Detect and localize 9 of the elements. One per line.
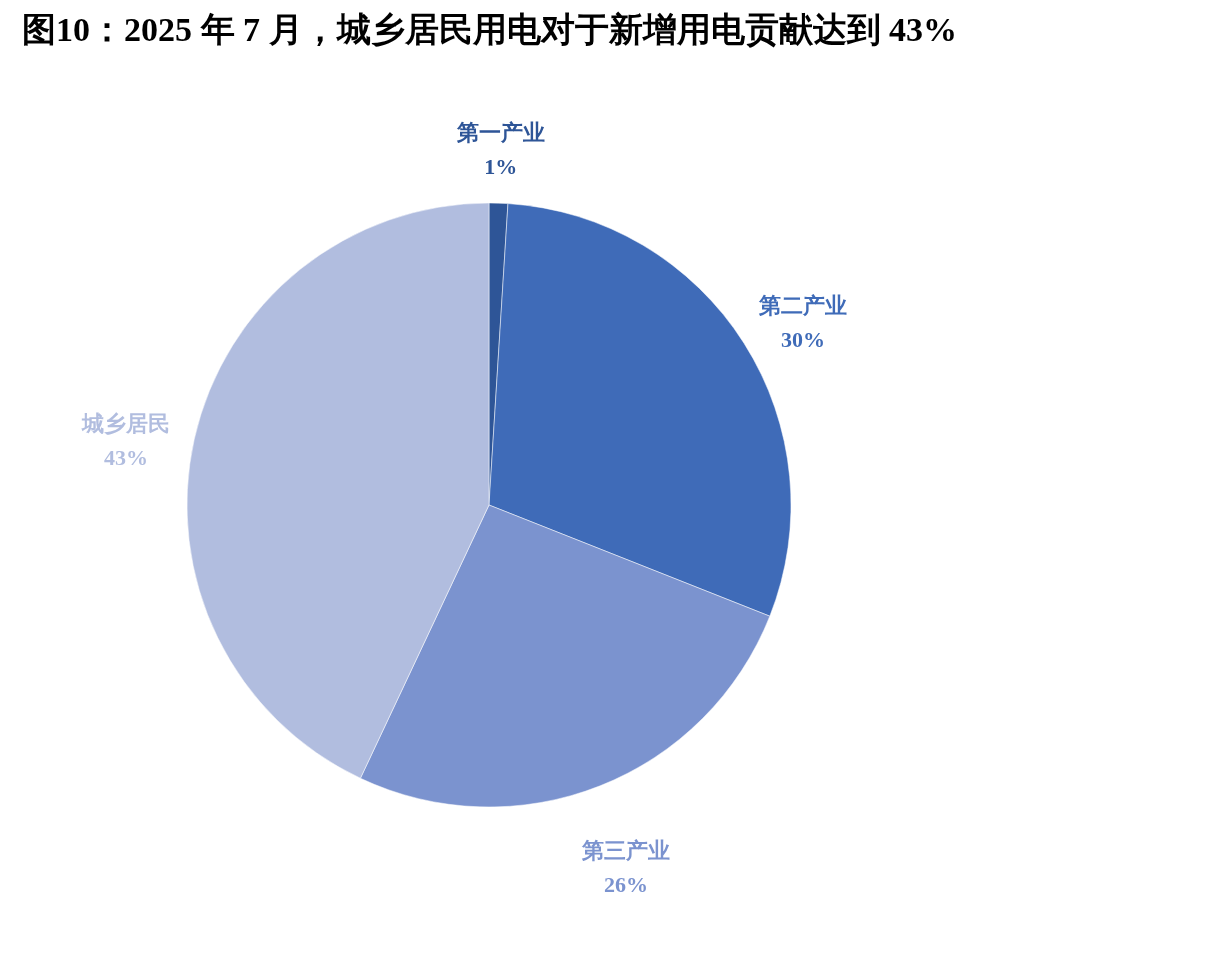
slice-label: 城乡居民: [80, 410, 170, 436]
slice-label: 第二产业: [758, 292, 848, 318]
chart-title: 图10：2025 年 7 月，城乡居民用电对于新增用电贡献达到 43%: [22, 11, 957, 48]
data-label: 43%: [103, 444, 148, 470]
slice-label: 第三产业: [580, 837, 670, 863]
data-label: 26%: [603, 871, 648, 897]
slice-label: 第一产业: [455, 120, 545, 146]
data-label: 1%: [484, 154, 518, 180]
data-label: 30%: [781, 326, 826, 352]
